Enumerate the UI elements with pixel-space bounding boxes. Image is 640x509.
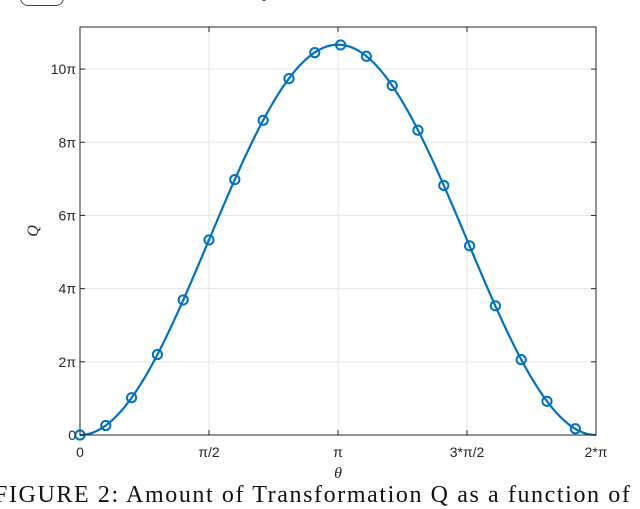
- y-tick-labels: 0 2π 4π 6π 8π 10π: [51, 61, 77, 443]
- figure-caption: FIGURE 2: Amount of Transformation Q as …: [0, 482, 632, 508]
- data-point-marker: [229, 173, 241, 186]
- x-tick-labels: 0 π/2 π 3*π/2 2*π: [76, 444, 608, 460]
- data-point-marker: [463, 240, 476, 252]
- y-tick-label: 2π: [59, 354, 77, 370]
- x-tick-label: π/2: [198, 444, 220, 460]
- grid: [79, 27, 597, 436]
- data-point-marker: [334, 39, 347, 51]
- x-tick-label: 2*π: [585, 444, 608, 460]
- cropped-text-fragment: [262, 0, 266, 1]
- data-point-marker: [386, 79, 398, 92]
- data-point-marker: [100, 419, 112, 432]
- data-point-marker: [309, 47, 321, 59]
- series-markers: [74, 39, 581, 441]
- x-tick-label: 0: [76, 444, 84, 460]
- y-tick-label: 4π: [59, 281, 77, 297]
- data-point-marker: [569, 423, 581, 435]
- y-tick-label: 6π: [59, 207, 77, 223]
- data-point-marker: [412, 124, 424, 136]
- y-tick-label: 8π: [59, 134, 77, 150]
- y-tick-label: 0: [68, 427, 76, 443]
- x-tick-label: 3*π/2: [450, 444, 485, 460]
- data-point-marker: [257, 114, 269, 126]
- data-point-marker: [541, 395, 553, 407]
- x-tick-label: π: [333, 444, 343, 460]
- x-axis-label: θ: [334, 465, 342, 480]
- plot-box: [79, 26, 597, 436]
- data-point-marker: [438, 179, 450, 192]
- chart: 0 π/2 π 3*π/2 2*π 0 2π 4π 6π 8π 10π θ Q: [25, 26, 608, 480]
- data-point-marker: [203, 234, 215, 246]
- y-axis-label: Q: [25, 225, 42, 237]
- data-point-marker: [489, 300, 501, 312]
- data-point-marker: [360, 50, 372, 62]
- data-point-marker: [515, 354, 527, 366]
- data-point-marker: [177, 294, 189, 306]
- data-point-marker: [126, 392, 138, 404]
- y-tick-label: 10π: [51, 61, 77, 77]
- series-curve: [79, 43, 597, 437]
- data-point-marker: [283, 72, 295, 85]
- data-point-marker: [151, 348, 163, 361]
